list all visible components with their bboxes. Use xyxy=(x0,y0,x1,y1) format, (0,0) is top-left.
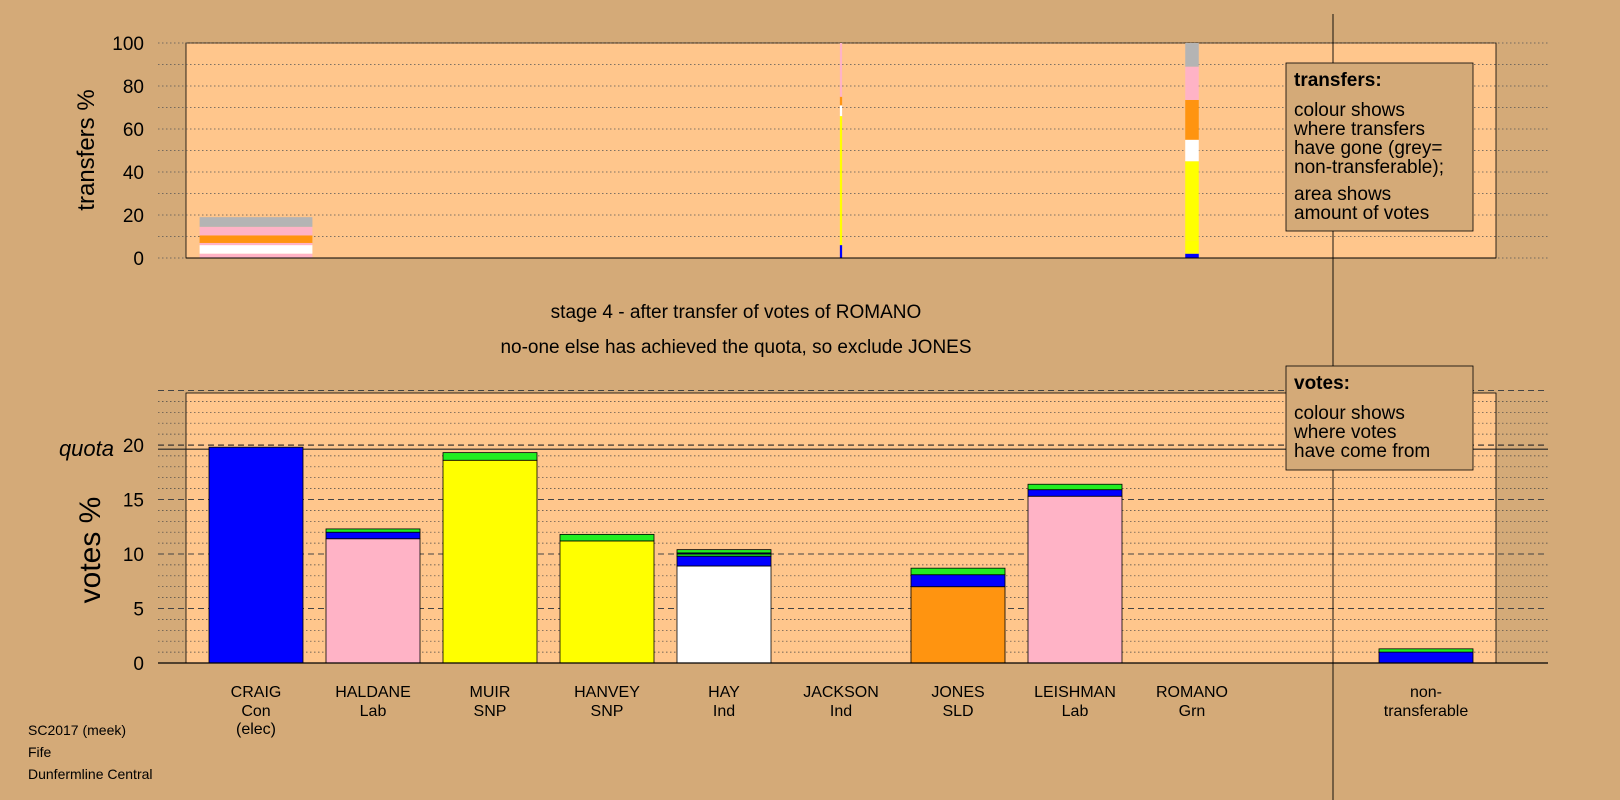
candidate-party-label: Ind xyxy=(830,703,852,720)
transfers-legend-text: have gone (grey= xyxy=(1294,138,1442,159)
transfers-legend-title: transfers: xyxy=(1294,70,1382,91)
transfers-legend-text: non-transferable); xyxy=(1294,157,1444,178)
votes-legend-text: colour shows xyxy=(1294,403,1405,424)
vote-segment xyxy=(208,446,304,664)
transfers-tick-label: 0 xyxy=(133,249,144,270)
votes-legend-box xyxy=(1285,365,1474,471)
candidate-party-label: SNP xyxy=(474,703,507,720)
vote-segment xyxy=(910,574,1006,588)
transfers-legend-text: colour shows xyxy=(1294,100,1405,121)
votes-legend-text: have come from xyxy=(1294,441,1430,462)
candidate-name-label: HANVEY xyxy=(574,684,640,701)
vote-segment xyxy=(1378,651,1474,664)
quota-label: quota xyxy=(59,436,114,461)
transfer-segment xyxy=(839,96,843,106)
votes-tick-label: 0 xyxy=(133,654,144,675)
transfer-segment xyxy=(839,116,843,246)
vote-segment xyxy=(325,538,421,664)
footer-line: SC2017 (meek) xyxy=(28,722,126,738)
candidate-party-label: transferable xyxy=(1384,703,1469,720)
transfers-tick-label: 40 xyxy=(123,163,144,184)
votes-tick-label: 10 xyxy=(123,545,144,566)
stage-note: no-one else has achieved the quota, so e… xyxy=(500,337,971,358)
vote-segment xyxy=(1027,495,1123,664)
transfer-segment xyxy=(1185,99,1199,140)
transfer-segment xyxy=(1185,240,1199,254)
candidate-name-label: non- xyxy=(1410,684,1442,701)
transfer-segment xyxy=(199,245,313,254)
candidate-name-label: JONES xyxy=(931,684,984,701)
votes-tick-label: 20 xyxy=(123,436,144,457)
vote-segment xyxy=(442,452,538,461)
transfers-legend-text: amount of votes xyxy=(1294,203,1429,224)
votes-axis-label: votes % xyxy=(74,497,107,604)
transfers-tick-label: 20 xyxy=(123,206,144,227)
transfer-segment xyxy=(199,217,313,227)
votes-tick-label: 15 xyxy=(123,491,144,512)
candidate-name-label: LEISHMAN xyxy=(1034,684,1116,701)
candidate-party-label: SNP xyxy=(591,703,624,720)
candidate-party-label: Con xyxy=(241,703,270,720)
votes-tick-label: 5 xyxy=(133,600,144,621)
candidate-party-label: Ind xyxy=(713,703,735,720)
footer-line: Dunfermline Central xyxy=(28,766,153,782)
transfer-segment xyxy=(839,105,843,117)
vote-segment xyxy=(910,567,1006,576)
candidate-name-label: CRAIG xyxy=(231,684,282,701)
transfers-axis-label: transfers % xyxy=(73,89,100,210)
transfer-segment xyxy=(1185,253,1199,258)
transfer-segment xyxy=(199,235,313,243)
stage-heading: stage 4 - after transfer of votes of ROM… xyxy=(551,302,922,323)
vote-segment xyxy=(442,459,538,664)
vote-segment xyxy=(1027,483,1123,491)
transfer-segment xyxy=(1185,139,1199,162)
transfer-segment xyxy=(839,43,843,97)
vote-segment xyxy=(676,549,772,554)
transfer-segment xyxy=(1185,161,1199,241)
transfer-segment xyxy=(839,245,843,258)
candidate-note-label: (elec) xyxy=(236,721,276,738)
transfers-legend-text: area shows xyxy=(1294,184,1391,205)
vote-segment xyxy=(325,531,421,540)
vote-segment xyxy=(1378,648,1474,653)
vote-segment xyxy=(1027,489,1123,497)
vote-segment xyxy=(325,528,421,533)
transfer-segment xyxy=(199,242,313,246)
candidate-name-label: MUIR xyxy=(470,684,511,701)
candidate-name-label: HAY xyxy=(708,684,740,701)
footer-line: Fife xyxy=(28,744,52,760)
candidate-name-label: JACKSON xyxy=(803,684,879,701)
transfers-legend-text: where transfers xyxy=(1293,119,1425,140)
votes-legend-title: votes: xyxy=(1294,373,1350,394)
candidate-party-label: Grn xyxy=(1179,703,1206,720)
transfers-legend-box xyxy=(1285,62,1474,232)
vote-segment xyxy=(910,586,1006,664)
transfer-segment xyxy=(1185,66,1199,100)
candidate-name-label: HALDANE xyxy=(335,684,411,701)
candidate-name-label: ROMANO xyxy=(1156,684,1228,701)
transfers-tick-label: 80 xyxy=(123,77,144,98)
transfers-tick-label: 100 xyxy=(112,34,144,55)
vote-segment xyxy=(559,533,655,542)
transfer-segment xyxy=(199,226,313,236)
candidate-party-label: SLD xyxy=(942,703,973,720)
transfer-segment xyxy=(199,253,313,258)
transfers-tick-label: 60 xyxy=(123,120,144,141)
candidate-party-label: Lab xyxy=(360,703,387,720)
vote-segment xyxy=(676,565,772,664)
vote-segment xyxy=(559,540,655,664)
votes-legend-text: where votes xyxy=(1293,422,1396,443)
transfer-segment xyxy=(1185,43,1199,67)
vote-segment xyxy=(676,555,772,567)
candidate-party-label: Lab xyxy=(1062,703,1089,720)
